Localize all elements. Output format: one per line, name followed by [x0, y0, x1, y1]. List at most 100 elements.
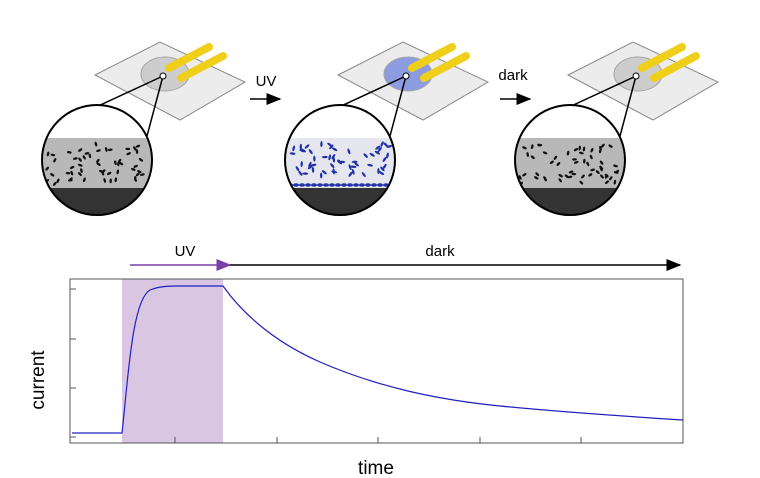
particle [65, 171, 71, 175]
particle [382, 156, 387, 163]
particle [321, 170, 327, 175]
particle [88, 153, 92, 159]
particle [299, 143, 303, 150]
particle [300, 161, 303, 168]
particle [578, 145, 581, 151]
particle [604, 174, 609, 179]
particle [369, 152, 375, 157]
particle [101, 169, 106, 174]
particle [530, 144, 534, 149]
particle [579, 180, 584, 185]
adsorbed [365, 183, 371, 187]
particle [137, 170, 142, 174]
adsorbed [335, 183, 341, 187]
particle [331, 154, 336, 160]
particle [94, 141, 98, 147]
particle [347, 148, 351, 155]
particle [50, 173, 55, 177]
particle [308, 161, 312, 168]
particle [82, 155, 86, 160]
particle [599, 160, 604, 165]
particle [78, 172, 82, 176]
particle [374, 150, 380, 155]
particle [568, 170, 574, 174]
particle [351, 168, 355, 175]
particle [530, 155, 535, 160]
particle [588, 173, 593, 177]
device [514, 41, 720, 216]
particle [377, 168, 380, 175]
particle [68, 177, 73, 182]
particle [96, 162, 101, 166]
particle [566, 150, 570, 156]
particle [78, 157, 82, 162]
particle [82, 177, 86, 183]
particle [46, 151, 50, 157]
particle [53, 158, 57, 163]
particle [328, 154, 331, 161]
particle [589, 154, 593, 160]
adsorbed [323, 183, 329, 187]
particle [331, 170, 338, 174]
electrode [420, 52, 470, 82]
particle [329, 144, 334, 150]
particle [135, 144, 141, 148]
step-label: dark [498, 67, 528, 84]
uv-shading [122, 279, 223, 443]
particle [380, 166, 385, 172]
particle [572, 158, 577, 161]
electrode [408, 43, 456, 72]
adsorbed [293, 183, 299, 187]
particle [295, 166, 300, 172]
particle [583, 158, 586, 164]
particle [320, 141, 323, 148]
particle [377, 147, 382, 153]
particle [330, 163, 335, 168]
phase-label: dark [425, 243, 455, 260]
particle [103, 178, 107, 183]
zoom-line [146, 75, 164, 137]
particle [543, 177, 547, 182]
particle [598, 148, 602, 154]
plot-frame [69, 278, 684, 444]
particle [526, 152, 529, 157]
particle [66, 151, 72, 154]
particle [321, 155, 328, 159]
particle [311, 166, 315, 173]
particle [138, 158, 143, 162]
particle [600, 174, 604, 179]
adsorbed [311, 183, 317, 187]
particle [331, 147, 338, 152]
electrode [165, 43, 213, 72]
adsorbed [353, 183, 359, 187]
particle [125, 147, 131, 151]
particle [73, 157, 78, 160]
x-axis-label: time [358, 458, 394, 478]
current-curve [72, 285, 684, 434]
particle [78, 148, 83, 152]
particle [50, 153, 56, 157]
particle [135, 149, 139, 154]
particle [299, 149, 306, 153]
particle [573, 160, 579, 164]
particle [535, 172, 540, 177]
particle [116, 169, 120, 175]
zoom-view [515, 105, 625, 215]
particle [571, 172, 577, 176]
particle [114, 177, 118, 183]
particle [133, 146, 137, 151]
particle [80, 168, 83, 173]
particle [604, 180, 609, 185]
particle [302, 172, 309, 175]
substrate-layer [515, 188, 625, 215]
particle [135, 172, 140, 177]
particle [556, 162, 561, 166]
particle [609, 176, 613, 181]
particle [367, 163, 374, 167]
device [284, 41, 490, 216]
particle [96, 158, 100, 163]
adsorbed [299, 183, 305, 187]
particle [537, 143, 542, 147]
particle [133, 164, 138, 168]
particle [310, 163, 317, 167]
